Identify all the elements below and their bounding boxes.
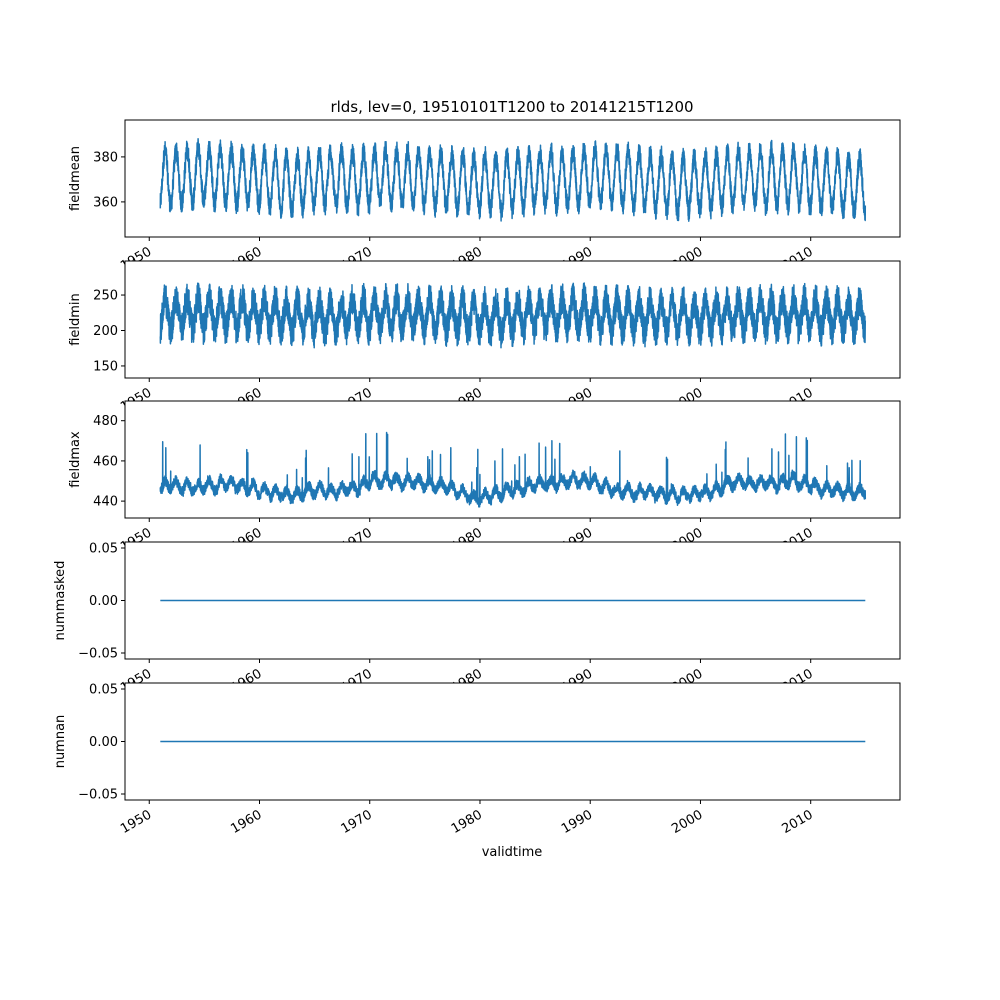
fieldmin-series-line [159,282,867,349]
y-tick-label: −0.05 [78,647,118,662]
y-tick-label: 200 [93,324,118,339]
y-tick-label: 250 [93,289,118,304]
y-axis-label: fieldmin [68,293,83,346]
y-tick-label: 150 [93,359,118,374]
y-tick-label: 480 [93,414,118,429]
y-tick-label: 0.05 [89,682,118,697]
axes-frame [124,119,901,238]
y-tick-label: 0.00 [89,594,118,609]
fieldmax-series-line [159,431,867,508]
chart-title: rlds, lev=0, 19510101T1200 to 20141215T1… [330,98,693,116]
y-tick-label: 360 [93,195,118,210]
axes-frame [124,260,901,379]
y-tick-label: −0.05 [78,788,118,803]
axes-frame [124,400,901,519]
y-axis-label: fieldmean [68,146,83,211]
y-axis-label: fieldmax [68,431,83,488]
fieldmean-series-line [159,138,867,222]
y-tick-label: 0.00 [89,735,118,750]
y-axis-label: nummasked [53,561,68,641]
y-tick-label: 460 [93,454,118,469]
y-axis-label: numnan [53,715,68,769]
y-tick-label: 380 [93,150,118,165]
y-tick-label: 0.05 [89,541,118,556]
y-tick-label: 440 [93,495,118,510]
axes-background [125,120,900,237]
x-axis-label: validtime [482,845,543,860]
axes-background [125,401,900,518]
